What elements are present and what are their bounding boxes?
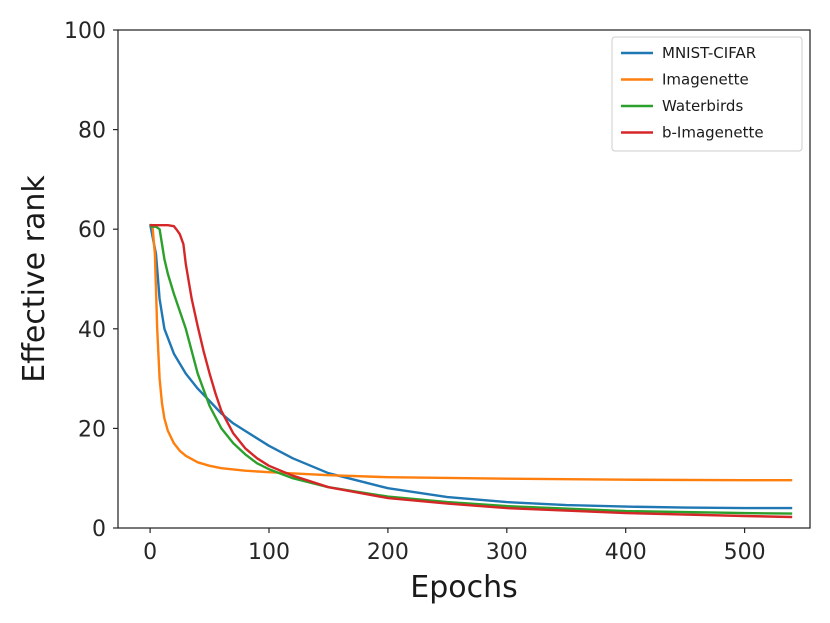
legend: MNIST-CIFAR Imagenette Waterbirds b-Imagene… xyxy=(611,36,803,152)
x-tick-label: 500 xyxy=(724,540,766,565)
x-tick-label: 100 xyxy=(248,540,290,565)
legend-label: b-Imagenette xyxy=(662,124,764,142)
x-tick-label: 400 xyxy=(605,540,647,565)
series-line-b-imagenette xyxy=(150,224,793,519)
y-tick-label: 20 xyxy=(78,417,106,442)
series-line-mnist-cifar xyxy=(148,223,793,510)
x-tick-label: 0 xyxy=(143,540,157,565)
plot-lines xyxy=(148,223,793,519)
plot-frame xyxy=(117,29,811,529)
series-line-imagenette xyxy=(149,223,793,482)
x-tick-label: 300 xyxy=(486,540,528,565)
y-tick-label: 0 xyxy=(92,517,106,542)
series-line-waterbirds xyxy=(150,225,793,515)
y-tick-label: 80 xyxy=(78,119,106,144)
legend-label: Imagenette xyxy=(662,71,749,89)
y-axis-ticks: 0 20 40 60 80 100 xyxy=(64,19,118,542)
y-tick-label: 60 xyxy=(78,218,106,243)
y-tick-label: 40 xyxy=(78,318,106,343)
legend-box xyxy=(611,36,803,152)
legend-label: Waterbirds xyxy=(662,97,743,115)
x-axis-ticks: 0 100 200 300 400 500 xyxy=(143,528,766,565)
x-tick-label: 200 xyxy=(367,540,409,565)
y-tick-label: 100 xyxy=(64,19,106,44)
legend-label: MNIST-CIFAR xyxy=(662,44,756,62)
y-axis-label: Effective rank xyxy=(17,175,52,383)
x-axis-label: Epochs xyxy=(410,570,518,605)
